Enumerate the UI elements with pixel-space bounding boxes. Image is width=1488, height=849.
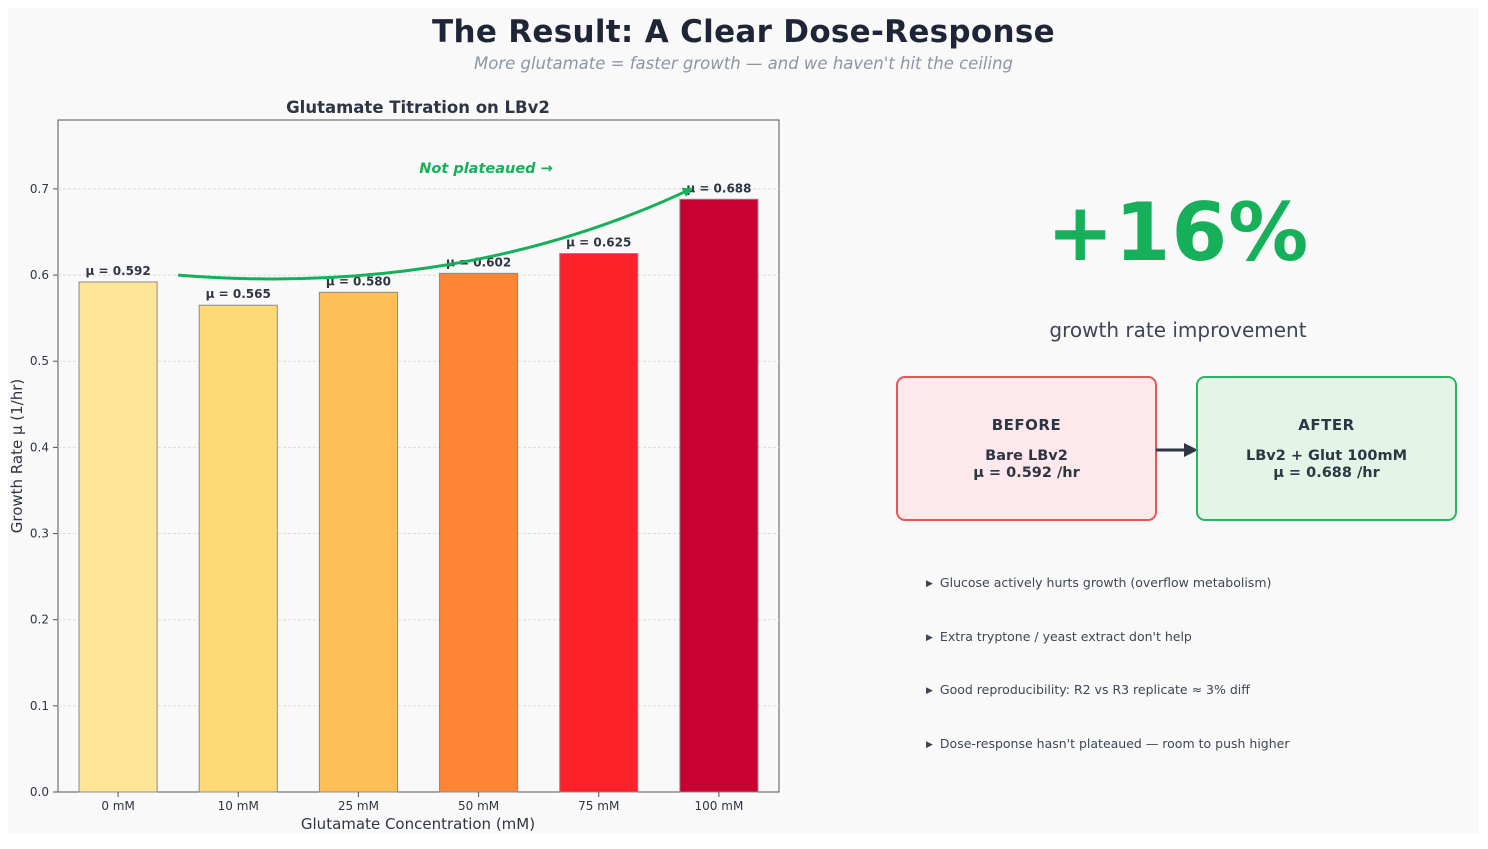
y-tick-label: 0.7: [30, 182, 49, 196]
bullet-marker-icon: ▶: [926, 686, 933, 696]
right-arrow-icon: [1156, 443, 1198, 457]
annotation-text: Not plateaued →: [419, 161, 553, 177]
page-title: The Result: A Clear Dose-Response: [432, 14, 1055, 50]
x-tick-label: 100 mM: [695, 799, 744, 813]
before-box: BEFORE Bare LBv2 μ = 0.592 /hr: [896, 376, 1157, 521]
y-tick-label: 0.2: [30, 613, 49, 627]
bar-value-label: μ = 0.625: [566, 236, 631, 250]
bar: [679, 198, 759, 793]
after-title: AFTER: [1298, 416, 1355, 434]
plot-area: [57, 119, 780, 793]
bar-value-label: μ = 0.688: [686, 181, 751, 195]
bar-value-label: μ = 0.565: [206, 287, 271, 301]
y-tick-label: 0.1: [30, 699, 49, 713]
y-tick-label: 0.3: [30, 527, 49, 541]
bars: [78, 198, 759, 793]
bullet-item: ▶ Glucose actively hurts growth (overflow…: [926, 575, 1271, 590]
before-rate: μ = 0.592 /hr: [973, 465, 1080, 481]
x-tick-label: 50 mM: [458, 799, 499, 813]
bullet-text: Glucose actively hurts growth (overflow …: [939, 575, 1272, 590]
x-tick-label: 10 mM: [218, 799, 259, 813]
bullet-marker-icon: ▶: [926, 633, 933, 643]
before-title: BEFORE: [991, 416, 1062, 434]
bar-value-label: μ = 0.592: [85, 264, 150, 278]
bar: [318, 291, 398, 793]
after-rate: μ = 0.688 /hr: [1273, 465, 1380, 481]
bullet-item: ▶ Dose-response hasn't plateaued — room t…: [926, 736, 1289, 751]
bar: [198, 304, 278, 793]
improvement-label: growth rate improvement: [1049, 318, 1307, 342]
after-condition: LBv2 + Glut 100mM: [1245, 448, 1408, 464]
improvement-stat: +16%: [1046, 186, 1310, 279]
chart-title: Glutamate Titration on LBv2: [286, 98, 550, 117]
bullet-text: Good reproducibility: R2 vs R3 replicate…: [939, 682, 1250, 697]
x-tick-label: 25 mM: [338, 799, 379, 813]
page-subtitle: More glutamate = faster growth — and we …: [473, 54, 1013, 73]
bar: [439, 272, 519, 793]
bullet-item: ▶ Good reproducibility: R2 vs R3 replicat…: [926, 682, 1250, 697]
y-axis-label: Growth Rate μ (1/hr): [8, 379, 26, 534]
annotation: Not plateaued →: [177, 161, 693, 281]
slide-background: The Result: A Clear Dose-Response More g…: [8, 8, 1479, 834]
bullet-marker-icon: ▶: [926, 579, 933, 589]
bullet-item: ▶ Extra tryptone / yeast extract don't he…: [926, 629, 1192, 644]
y-tick-label: 0.4: [30, 440, 49, 454]
x-tick-label: 0 mM: [101, 799, 135, 813]
bullet-text: Dose-response hasn't plateaued — room to…: [939, 736, 1290, 751]
axes: 0.0 0.1 0.2 0.3 0.4 0.5 0.6 0.7 0 mM 10 mM 25 mM 50…: [30, 182, 743, 813]
y-tick-label: 0.6: [30, 268, 49, 282]
y-tick-label: 0.0: [30, 785, 49, 799]
before-condition: Bare LBv2: [985, 448, 1068, 464]
x-axis-label: Glutamate Concentration (mM): [301, 815, 535, 833]
bar: [559, 253, 639, 793]
trend-arrow: [177, 187, 693, 281]
bar-value-label: μ = 0.602: [446, 255, 511, 269]
bullet-text: Extra tryptone / yeast extract don't hel…: [939, 629, 1192, 644]
after-box: AFTER LBv2 + Glut 100mM μ = 0.688 /hr: [1196, 376, 1457, 521]
x-tick-label: 75 mM: [578, 799, 619, 813]
y-tick-label: 0.5: [30, 354, 49, 368]
bar: [78, 281, 158, 793]
bullet-marker-icon: ▶: [926, 740, 933, 750]
